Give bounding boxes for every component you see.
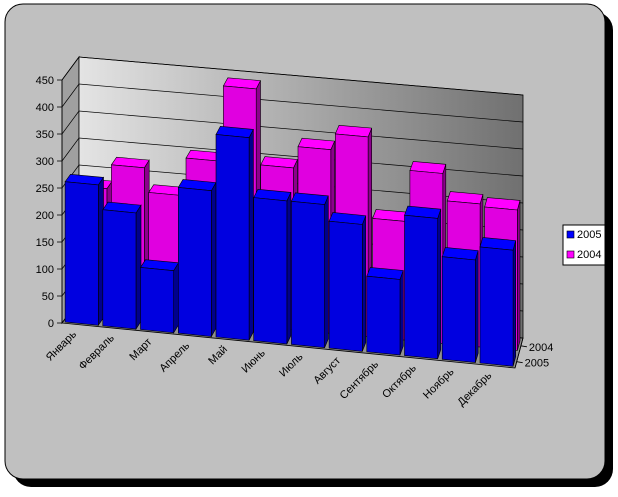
- y-tick-label: 200: [36, 210, 54, 222]
- depth-axis-line: [514, 337, 524, 369]
- legend-swatch-2005: [566, 230, 575, 239]
- bar-2005-11: [441, 247, 479, 363]
- gridline: [61, 137, 524, 177]
- bars: [64, 77, 521, 367]
- bar-2005-5: [215, 125, 254, 341]
- depth-tick-mark: [520, 345, 527, 348]
- y-axis: 0 50 100 150 200 250 300 350 400 450: [36, 75, 63, 330]
- depth-tick-mark: [516, 361, 523, 364]
- y-tick-label: 300: [36, 156, 54, 168]
- y-tick-label: 400: [36, 102, 54, 114]
- y-tick-label: 100: [36, 264, 54, 276]
- gridline: [61, 56, 524, 96]
- bar-2005-1: [64, 173, 105, 327]
- y-tick-label: 250: [36, 183, 54, 195]
- depth-tick-label: 2005: [525, 358, 549, 370]
- bar-2005-2: [102, 201, 142, 331]
- legend-swatch-2004: [566, 250, 575, 259]
- bar-2005-12: [479, 237, 517, 367]
- bar-2005-3: [139, 259, 180, 334]
- y-tick-label: 50: [42, 291, 54, 303]
- bar-2005-10: [404, 205, 442, 360]
- depth-axis: 2004 2005: [514, 337, 553, 370]
- bar-2005-6: [253, 188, 292, 345]
- legend: 2005 2004: [562, 224, 606, 266]
- y-tick-label: 150: [36, 237, 54, 249]
- depth-tick-label: 2004: [529, 342, 553, 354]
- bar-2005-8: [328, 212, 367, 352]
- y-tick-label: 450: [36, 75, 54, 87]
- legend-entry-2004: 2004: [577, 249, 601, 261]
- gridline: [61, 83, 524, 123]
- bar-2005-9: [366, 267, 404, 356]
- legend-entry-2005: 2005: [577, 229, 601, 241]
- bar-2005-7: [290, 192, 329, 349]
- y-tick-label: 0: [48, 318, 54, 330]
- bar-2005-4: [177, 179, 217, 338]
- y-tick-label: 350: [36, 129, 54, 141]
- gridline: [61, 110, 524, 150]
